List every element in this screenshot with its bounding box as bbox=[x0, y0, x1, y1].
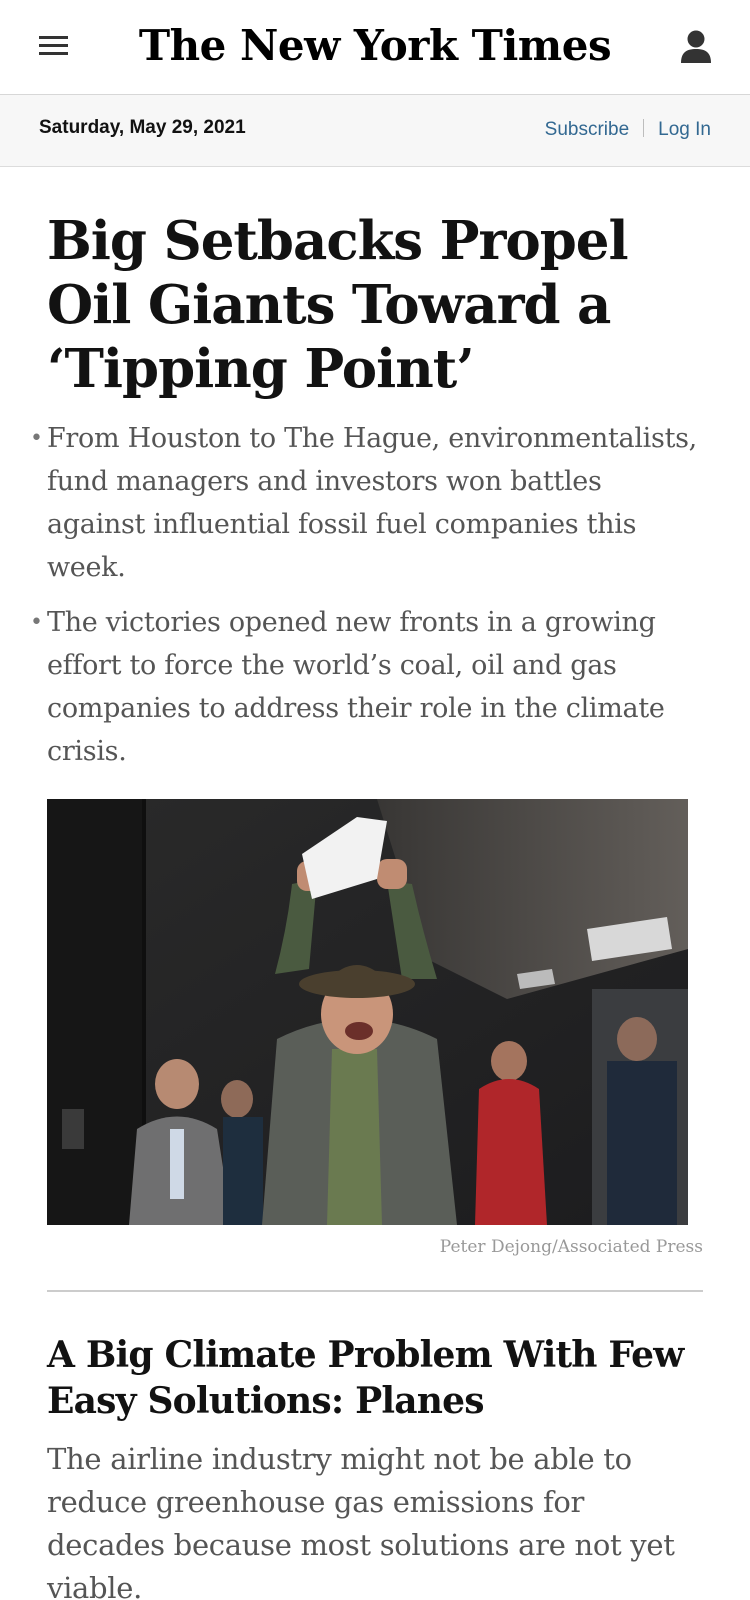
lead-headline[interactable]: Big Setbacks Propel Oil Giants Toward a … bbox=[47, 210, 629, 400]
second-headline[interactable]: A Big Climate Problem With Few Easy Solu… bbox=[47, 1334, 684, 1422]
account-links: Subscribe Log In bbox=[545, 119, 711, 141]
summary-item: • The victories opened new fronts in a gr… bbox=[30, 601, 703, 773]
login-link[interactable]: Log In bbox=[658, 119, 711, 140]
user-account-icon[interactable] bbox=[680, 30, 712, 64]
bullet-icon: • bbox=[30, 426, 43, 451]
summary-item: • From Houston to The Hague, environmenta… bbox=[30, 417, 703, 589]
bullet-icon: • bbox=[30, 610, 43, 635]
nyt-logo[interactable]: The New York Times bbox=[138, 21, 612, 70]
main-content: Big Setbacks Propel Oil Giants Toward a … bbox=[0, 209, 750, 1600]
lead-photo[interactable] bbox=[47, 799, 688, 1225]
subscribe-link[interactable]: Subscribe bbox=[544, 119, 630, 140]
summary-text: The victories opened new fronts in a gro… bbox=[47, 607, 665, 767]
date-bar: Saturday, May 29, 2021 Subscribe Log In bbox=[0, 95, 750, 167]
masthead: The New York Times bbox=[0, 0, 750, 95]
current-date: Saturday, May 29, 2021 bbox=[39, 117, 246, 138]
summary-text: From Houston to The Hague, environmental… bbox=[47, 423, 697, 583]
lead-summary-list: • From Houston to The Hague, environmenta… bbox=[30, 417, 703, 773]
link-divider bbox=[643, 119, 645, 137]
second-summary: The airline industry might not be able t… bbox=[47, 1442, 675, 1600]
hamburger-menu-icon[interactable] bbox=[39, 36, 69, 58]
photo-credit: Peter Dejong/Associated Press bbox=[439, 1237, 703, 1257]
section-divider bbox=[47, 1290, 703, 1292]
